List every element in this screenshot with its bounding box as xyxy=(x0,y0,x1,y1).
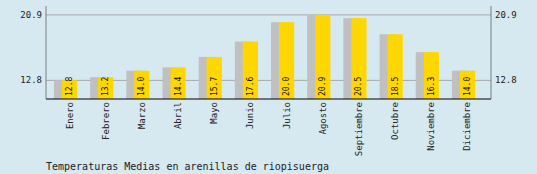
x-tick-label: Mayo xyxy=(209,102,219,124)
data-label: 14.0 xyxy=(137,77,146,96)
y2-tick-label: 12.8 xyxy=(495,75,517,85)
bars xyxy=(54,15,475,99)
bar xyxy=(388,34,403,99)
y-axis-line xyxy=(46,6,47,99)
data-label: 14.4 xyxy=(174,77,183,96)
bar xyxy=(460,71,475,99)
y2-axis-line xyxy=(491,6,492,99)
chart-svg: 12.8 13.2 14.0 14.4 15.7 17.6 20.0 20.9 20.5 18.5… xyxy=(0,0,537,174)
bar xyxy=(424,52,439,99)
x-tick-label: Diciembre xyxy=(462,102,472,151)
x-tick-label: Junio xyxy=(245,102,255,129)
data-label: 20.5 xyxy=(354,77,363,96)
bar xyxy=(207,57,222,99)
y-tick-label: 12.8 xyxy=(20,75,42,85)
bar xyxy=(279,22,294,99)
data-label: 18.5 xyxy=(391,77,400,96)
bar xyxy=(134,71,149,99)
data-label: 13.2 xyxy=(101,77,110,96)
x-tick-label: Enero xyxy=(65,102,75,129)
y2-tick-label: 20.9 xyxy=(495,10,517,20)
x-axis-line xyxy=(46,99,491,100)
grid-line xyxy=(46,14,491,15)
x-tick-label: Julio xyxy=(282,102,292,129)
bar xyxy=(351,18,366,99)
data-label: 17.6 xyxy=(246,77,255,96)
x-tick-label: Noviembre xyxy=(426,102,436,151)
data-label: 12.8 xyxy=(65,77,74,96)
x-tick-label: Septiembre xyxy=(354,102,364,156)
data-label: 16.3 xyxy=(427,77,436,96)
bar xyxy=(170,67,185,99)
x-tick-label: Febrero xyxy=(101,102,111,140)
bar xyxy=(98,77,113,99)
bar xyxy=(315,15,330,99)
x-tick-label: Marzo xyxy=(137,102,147,129)
bar xyxy=(243,42,258,99)
chart-container: 12.8 13.2 14.0 14.4 15.7 17.6 20.0 20.9 20.5 18.5… xyxy=(0,0,537,174)
data-label: 20.0 xyxy=(282,77,291,96)
data-label: 20.9 xyxy=(318,77,327,96)
data-label: 15.7 xyxy=(210,77,219,96)
x-tick-label: Abril xyxy=(173,102,183,129)
x-tick-label: Agosto xyxy=(318,102,328,135)
title: Temperaturas Medias en arenillas de riop… xyxy=(46,161,329,172)
data-label: 14.0 xyxy=(463,77,472,96)
y-tick-label: 20.9 xyxy=(20,10,42,20)
x-tick-label: Octubre xyxy=(390,102,400,140)
